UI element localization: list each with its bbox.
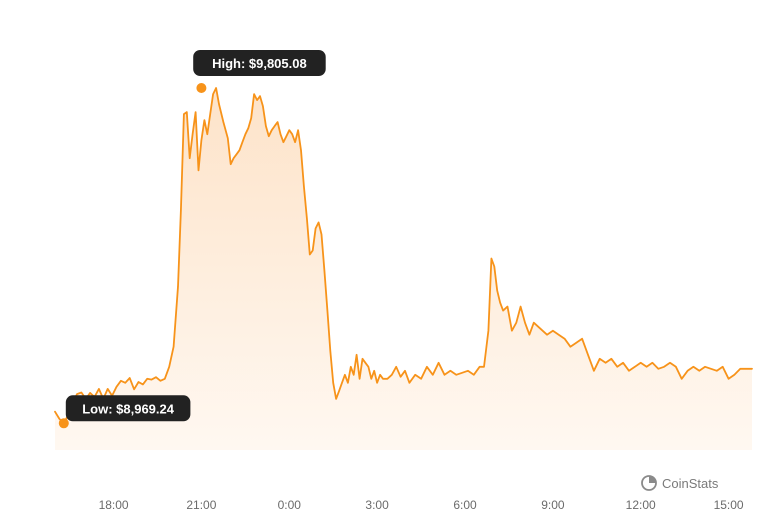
x-tick-label: 21:00 [186,498,216,512]
x-tick-label: 15:00 [714,498,744,512]
x-tick-label: 18:00 [99,498,129,512]
price-area-fill [55,88,752,450]
low-tooltip-label: Low: $8,969.24 [82,401,175,416]
brand-name: CoinStats [662,476,719,491]
high-tooltip: High: $9,805.08 [193,50,326,76]
brand-watermark: CoinStats [641,475,719,491]
coinstats-logo-icon [641,475,657,491]
low-point-marker[interactable] [58,418,69,429]
high-point-marker[interactable] [196,83,207,93]
x-tick-label: 3:00 [365,498,389,512]
x-axis-ticks: 18:00 21:00 0:00 3:00 6:00 9:00 12:00 15:00 [99,498,744,512]
low-tooltip: Low: $8,969.24 [65,395,191,422]
x-tick-label: 9:00 [541,498,565,512]
price-series-line [54,87,753,425]
x-tick-label: 12:00 [626,498,656,512]
high-tooltip-label: High: $9,805.08 [212,56,307,71]
x-tick-label: 6:00 [453,498,477,512]
x-tick-label: 0:00 [278,498,302,512]
